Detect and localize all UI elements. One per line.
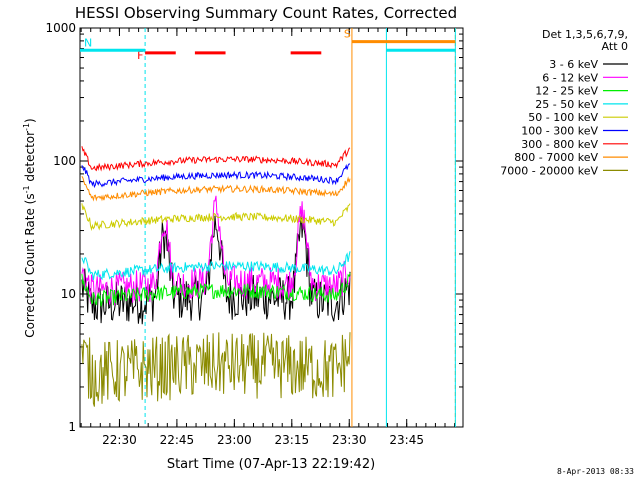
generation-timestamp: 8-Apr-2013 08:33 [556,467,634,476]
y-tick-label: 10 [61,287,76,301]
series-line [81,176,351,202]
y-tick-label: 1000 [45,21,76,35]
legend-header: Det 1,3,5,6,7,9, [542,28,628,41]
series-line [81,251,351,281]
legend-label: 6 - 12 keV [542,71,598,84]
flag-label: F [137,49,143,62]
series-line [81,272,351,307]
plot-frame [79,27,464,428]
x-tick-label: 23:30 [332,433,367,447]
x-tick-label: 23:00 [217,433,252,447]
x-axis-label: Start Time (07-Apr-13 22:19:42) [167,457,375,472]
y-tick-label: 1 [68,420,76,434]
series-line [81,332,351,407]
x-tick-label: 22:30 [102,433,137,447]
tick-labels: 1 10 100 1000 22:30 22:45 23:00 23:15 23:30 23:45 [45,21,424,447]
flag-label: S [344,28,351,41]
series-line [81,195,351,306]
series-line [81,203,351,232]
mode-vlines [144,28,456,427]
legend-label: 3 - 6 keV [549,58,598,71]
x-tick-label: 23:15 [275,433,310,447]
y-axis-label: Corrected Count Rate (s-1 detector-1) [22,118,37,337]
legend-label: 12 - 25 keV [535,85,598,98]
legend-label: 7000 - 20000 keV [500,164,598,177]
y-tick-label: 100 [53,154,76,168]
legend-label: 50 - 100 keV [528,111,598,124]
legend-header: Att 0 [602,40,628,53]
series-line [81,146,351,172]
x-tick-label: 22:45 [160,433,195,447]
series-line [81,211,351,325]
series-line [81,163,351,189]
axis-ticks [80,27,463,428]
flag-label: N [84,36,92,49]
series-lines [81,146,351,407]
legend-label: 100 - 300 keV [521,125,598,138]
x-tick-label: 23:45 [389,433,424,447]
chart-title: HESSI Observing Summary Count Rates, Cor… [75,4,457,22]
legend-label: 25 - 50 keV [535,98,598,111]
flag-bars: F N S [80,28,456,62]
legend-label: 800 - 7000 keV [514,151,598,164]
legend-label: 300 - 800 keV [521,138,598,151]
